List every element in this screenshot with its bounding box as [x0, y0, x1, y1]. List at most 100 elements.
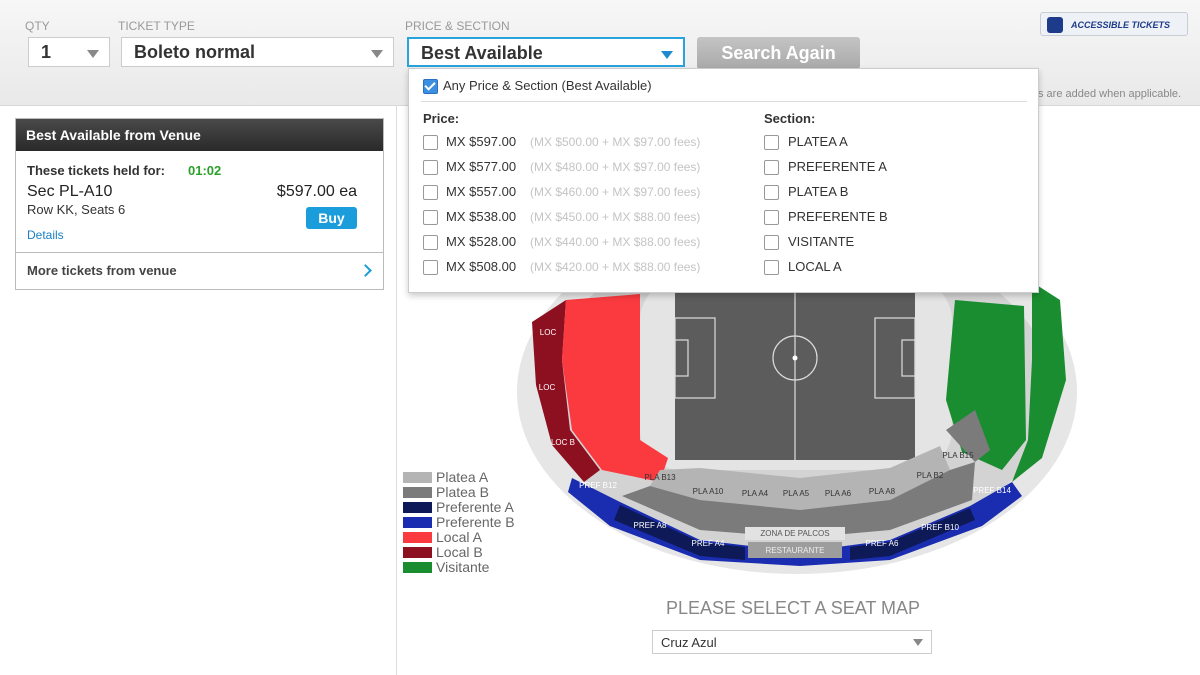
- panel-title: Best Available from Venue: [16, 119, 383, 151]
- section-label[interactable]: PREF A8: [634, 521, 667, 530]
- accessible-tickets-button[interactable]: ACCESSIBLE TICKETS: [1040, 12, 1188, 36]
- section-option: PLATEA A: [788, 134, 848, 149]
- buy-button[interactable]: Buy: [306, 207, 357, 229]
- legend-swatch: [403, 472, 432, 483]
- section-checkbox[interactable]: [764, 185, 779, 200]
- price-checkbox[interactable]: [423, 185, 438, 200]
- section-label[interactable]: LOC: [539, 383, 556, 392]
- more-tickets-link[interactable]: More tickets from venue: [27, 263, 177, 278]
- legend-label: Local A: [436, 529, 483, 545]
- seat-map-select[interactable]: Cruz Azul: [652, 630, 932, 654]
- price-option: MX $597.00: [446, 134, 517, 149]
- arrow: [371, 50, 383, 58]
- price-checkbox[interactable]: [423, 210, 438, 225]
- ticket-price: $597.00 ea: [276, 183, 357, 200]
- legend-label: Preferente B: [436, 514, 515, 530]
- section-heading: Section:: [764, 111, 816, 126]
- zone-platea-a: [650, 446, 950, 510]
- section-option: LOCAL A: [788, 259, 842, 274]
- section-option: PREFERENTE A: [788, 159, 887, 174]
- price-breakdown: (MX $420.00 + MX $88.00 fees): [530, 260, 701, 274]
- ticket-section: Sec PL-A10: [27, 183, 113, 200]
- section-checkbox[interactable]: [764, 160, 779, 175]
- arrow: [913, 639, 923, 646]
- palcos-zone: [745, 527, 845, 540]
- section-label[interactable]: PREF A4: [692, 539, 725, 548]
- legend-swatch: [403, 517, 432, 528]
- section-label[interactable]: PREF B12: [579, 481, 617, 490]
- legend-label: Visitante: [436, 559, 490, 575]
- section-label[interactable]: PLA B2: [917, 471, 944, 480]
- price-section-label: PRICE & SECTION: [405, 19, 510, 33]
- price-checkbox[interactable]: [423, 260, 438, 275]
- price-section-value: Best Available: [421, 43, 543, 63]
- row-seats: Row KK, Seats 6: [27, 202, 126, 217]
- fees-note: s are added when applicable.: [1038, 88, 1182, 100]
- arrow: [87, 50, 99, 58]
- zone-local-a: [562, 294, 668, 482]
- price-option: MX $557.00: [446, 184, 517, 199]
- details-link[interactable]: Details: [27, 228, 64, 242]
- legend-swatch: [403, 562, 432, 573]
- section-option: PLATEA B: [788, 184, 849, 199]
- seat-map-prompt: PLEASE SELECT A SEAT MAP: [665, 598, 921, 618]
- any-option: Any Price & Section (Best Available): [443, 78, 652, 93]
- accessible-text: ACCESSIBLE TICKETS: [1071, 20, 1171, 30]
- price-option: MX $538.00: [446, 209, 517, 224]
- section-label[interactable]: PLA A5: [783, 489, 810, 498]
- price-checkbox[interactable]: [423, 235, 438, 250]
- section-label[interactable]: PLA A4: [742, 489, 769, 498]
- separator: [421, 101, 1027, 102]
- price-section-select[interactable]: Best Available: [407, 37, 685, 67]
- price-option: MX $508.00: [446, 259, 517, 274]
- section-label[interactable]: PREF A6: [866, 539, 899, 548]
- legend-label: Local B: [436, 544, 483, 560]
- price-option: MX $528.00: [446, 234, 517, 249]
- zone-preferente-a: [614, 505, 975, 560]
- price-checkbox[interactable]: [423, 135, 438, 150]
- section-label[interactable]: LOC: [540, 328, 557, 337]
- section-label[interactable]: PLA A6: [825, 489, 852, 498]
- section-label[interactable]: PREF B14: [973, 486, 1011, 495]
- section-checkbox[interactable]: [764, 260, 779, 275]
- section-checkbox[interactable]: [764, 210, 779, 225]
- divider: [396, 105, 397, 675]
- section-label[interactable]: PLA A10: [693, 487, 724, 496]
- any-checkbox[interactable]: [423, 79, 438, 94]
- section-checkbox[interactable]: [764, 235, 779, 250]
- section-label[interactable]: PLA B15: [942, 451, 974, 460]
- section-label[interactable]: PLA B13: [644, 473, 676, 482]
- ticket-type-select[interactable]: Boleto normal: [121, 37, 394, 67]
- price-option: MX $577.00: [446, 159, 517, 174]
- seat-map-value: Cruz Azul: [661, 635, 717, 650]
- price-breakdown: (MX $500.00 + MX $97.00 fees): [530, 135, 701, 149]
- best-available-panel: Best Available from Venue These tickets …: [15, 118, 384, 290]
- section-label[interactable]: PLA A8: [869, 487, 896, 496]
- separator: [16, 252, 383, 253]
- wheelchair-icon: [1047, 17, 1063, 33]
- ticket-type-label: TICKET TYPE: [118, 19, 195, 33]
- held-label: These tickets held for:: [27, 163, 165, 178]
- section-option: PREFERENTE B: [788, 209, 888, 224]
- pitch-spot: [792, 355, 798, 361]
- price-checkbox[interactable]: [423, 160, 438, 175]
- timer: 01:02: [188, 163, 222, 178]
- qty-label: QTY: [25, 19, 50, 33]
- restaurante-label: RESTAURANTE: [766, 546, 825, 555]
- price-breakdown: (MX $460.00 + MX $97.00 fees): [530, 185, 701, 199]
- section-label[interactable]: LOC B: [551, 438, 575, 447]
- section-checkbox[interactable]: [764, 135, 779, 150]
- arrow: [661, 51, 673, 59]
- legend-swatch: [403, 532, 432, 543]
- qty-select[interactable]: 1: [28, 37, 110, 67]
- price-breakdown: (MX $450.00 + MX $88.00 fees): [530, 210, 701, 224]
- legend-swatch: [403, 502, 432, 513]
- search-again-button[interactable]: Search Again: [697, 37, 860, 69]
- zone-local-b: [532, 300, 600, 482]
- ticket-type-value: Boleto normal: [134, 42, 256, 62]
- palcos-label: ZONA DE PALCOS: [760, 529, 829, 538]
- price-breakdown: (MX $440.00 + MX $88.00 fees): [530, 235, 701, 249]
- legend-swatch: [403, 487, 432, 498]
- section-label[interactable]: PREF B10: [921, 523, 959, 532]
